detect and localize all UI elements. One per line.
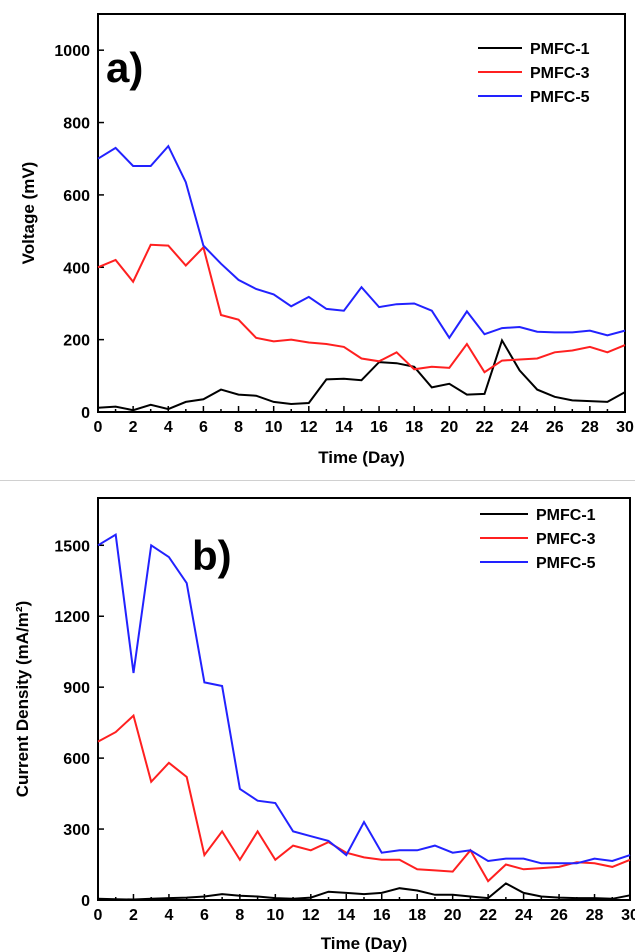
- y-tick-label: 600: [63, 751, 90, 768]
- current-density-chart: 0 2 4 6 8 10 12 14 16 18 20 22 24 26 28 300300600900120…: [13, 497, 635, 952]
- x-tick-label: 24: [511, 419, 529, 436]
- y-tick-label: 900: [63, 680, 90, 697]
- y-tick-label: 1500: [54, 538, 90, 555]
- chart-panel-a: 0 2 4 6 8 10 12 14 16 18 20 22 24 26 28 30 0 200 400 600 800…: [0, 13, 635, 481]
- x-tick-label: 30: [621, 907, 635, 924]
- x-tick-label: 12: [300, 419, 318, 436]
- x-tick-label: 8: [234, 419, 243, 436]
- x-tick-label: 20: [444, 907, 462, 924]
- chart-panel-b: 0 2 4 6 8 10 12 14 16 18 20 22 24 26 28 30 0 300 600 900 120…: [0, 486, 635, 952]
- legend-label-pmfc-3: PMFC-3: [530, 65, 590, 82]
- panel-label: a): [106, 44, 143, 91]
- y-tick-label: 300: [63, 822, 90, 839]
- y-tick-label: 200: [63, 333, 90, 350]
- y-tick-label: 1000: [54, 43, 90, 60]
- x-tick-label: 30: [616, 419, 634, 436]
- legend-label-pmfc-1: PMFC-1: [530, 41, 590, 58]
- y-tick-label: 1200: [54, 609, 90, 626]
- x-tick-label: 28: [586, 907, 604, 924]
- x-tick-label: 20: [440, 419, 458, 436]
- x-tick-label: 10: [265, 419, 283, 436]
- x-tick-label: 22: [479, 907, 497, 924]
- x-tick-label: 26: [546, 419, 564, 436]
- series-line-pmfc-3: [97, 243, 626, 374]
- x-tick-label: 12: [302, 907, 320, 924]
- legend-label-pmfc-5: PMFC-5: [530, 89, 590, 106]
- x-tick-label: 18: [408, 907, 426, 924]
- x-tick-label: 24: [515, 907, 533, 924]
- x-axis-title: Time (Day): [321, 934, 408, 952]
- x-tick-label: 4: [164, 907, 173, 924]
- panel-label: b): [192, 532, 232, 579]
- y-tick-label: 800: [63, 116, 90, 133]
- legend-label-pmfc-1: PMFC-1: [536, 507, 596, 524]
- x-tick-label: 6: [200, 907, 209, 924]
- series-line-pmfc-5: [97, 144, 626, 340]
- y-axis-title: Current Density (mA/m²): [13, 601, 32, 797]
- x-tick-label: 26: [550, 907, 568, 924]
- x-tick-label: 4: [164, 419, 173, 436]
- x-tick-label: 2: [129, 907, 138, 924]
- y-tick-label: 400: [63, 260, 90, 277]
- x-tick-label: 14: [337, 907, 355, 924]
- voltage-chart: 0 2 4 6 8 10 12 14 16 18 20 22 24 26 28 300200400600800…: [19, 13, 634, 467]
- x-tick-label: 8: [235, 907, 244, 924]
- x-tick-label: 18: [405, 419, 423, 436]
- series-line-pmfc-5: [97, 533, 631, 865]
- y-axis-title: Voltage (mV): [19, 162, 38, 265]
- x-tick-label: 6: [199, 419, 208, 436]
- x-tick-label: 22: [476, 419, 494, 436]
- x-tick-label: 0: [94, 419, 103, 436]
- series-line-pmfc-1: [97, 337, 626, 412]
- y-tick-label: 600: [63, 188, 90, 205]
- x-tick-label: 2: [129, 419, 138, 436]
- x-axis-title: Time (Day): [318, 448, 405, 467]
- series-line-pmfc-3: [97, 713, 631, 883]
- legend-label-pmfc-5: PMFC-5: [536, 555, 596, 572]
- x-tick-label: 0: [94, 907, 103, 924]
- series-line-pmfc-1: [97, 882, 631, 901]
- y-tick-label: 0: [81, 405, 90, 422]
- x-tick-label: 14: [335, 419, 353, 436]
- legend-label-pmfc-3: PMFC-3: [536, 531, 596, 548]
- x-tick-label: 16: [370, 419, 388, 436]
- x-tick-label: 28: [581, 419, 599, 436]
- y-tick-label: 0: [81, 893, 90, 910]
- x-tick-label: 10: [266, 907, 284, 924]
- x-tick-label: 16: [373, 907, 391, 924]
